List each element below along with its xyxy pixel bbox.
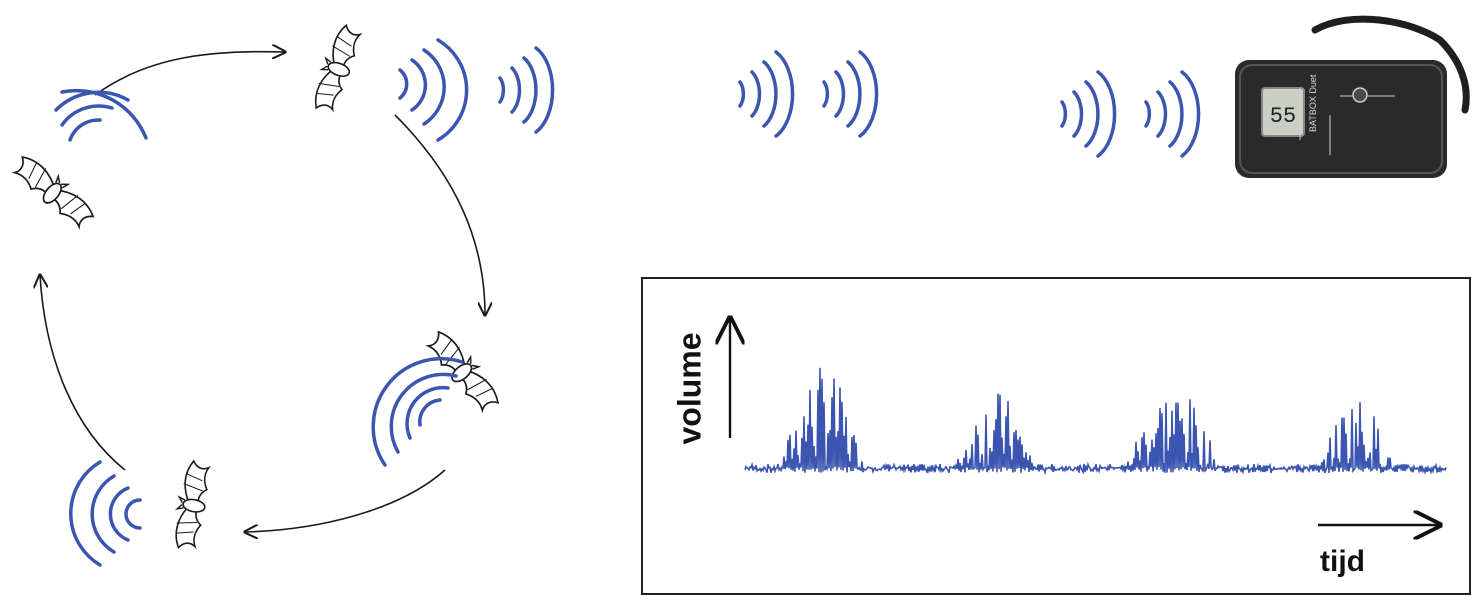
cycle-arrow-icon: [40, 275, 126, 471]
bat-detector-icon: 55 BATBOX Duet: [1235, 15, 1470, 178]
x-axis-label: tijd: [1320, 545, 1365, 578]
volume-time-plot: [641, 277, 1471, 595]
detector-brand: BATBOX Duet: [1308, 74, 1318, 132]
sound-wave-icon: [498, 46, 1201, 158]
detector-knob: [1352, 87, 1368, 103]
cycle-arrow-icon: [94, 52, 285, 96]
cycle-arrows: [40, 52, 485, 532]
cycle-arrow-icon: [245, 469, 446, 532]
cycle-arrow-icon: [394, 114, 485, 315]
volume-signal: [744, 367, 1447, 476]
detector-display: 55: [1270, 104, 1296, 129]
sound-wave-icon: [54, 38, 469, 567]
